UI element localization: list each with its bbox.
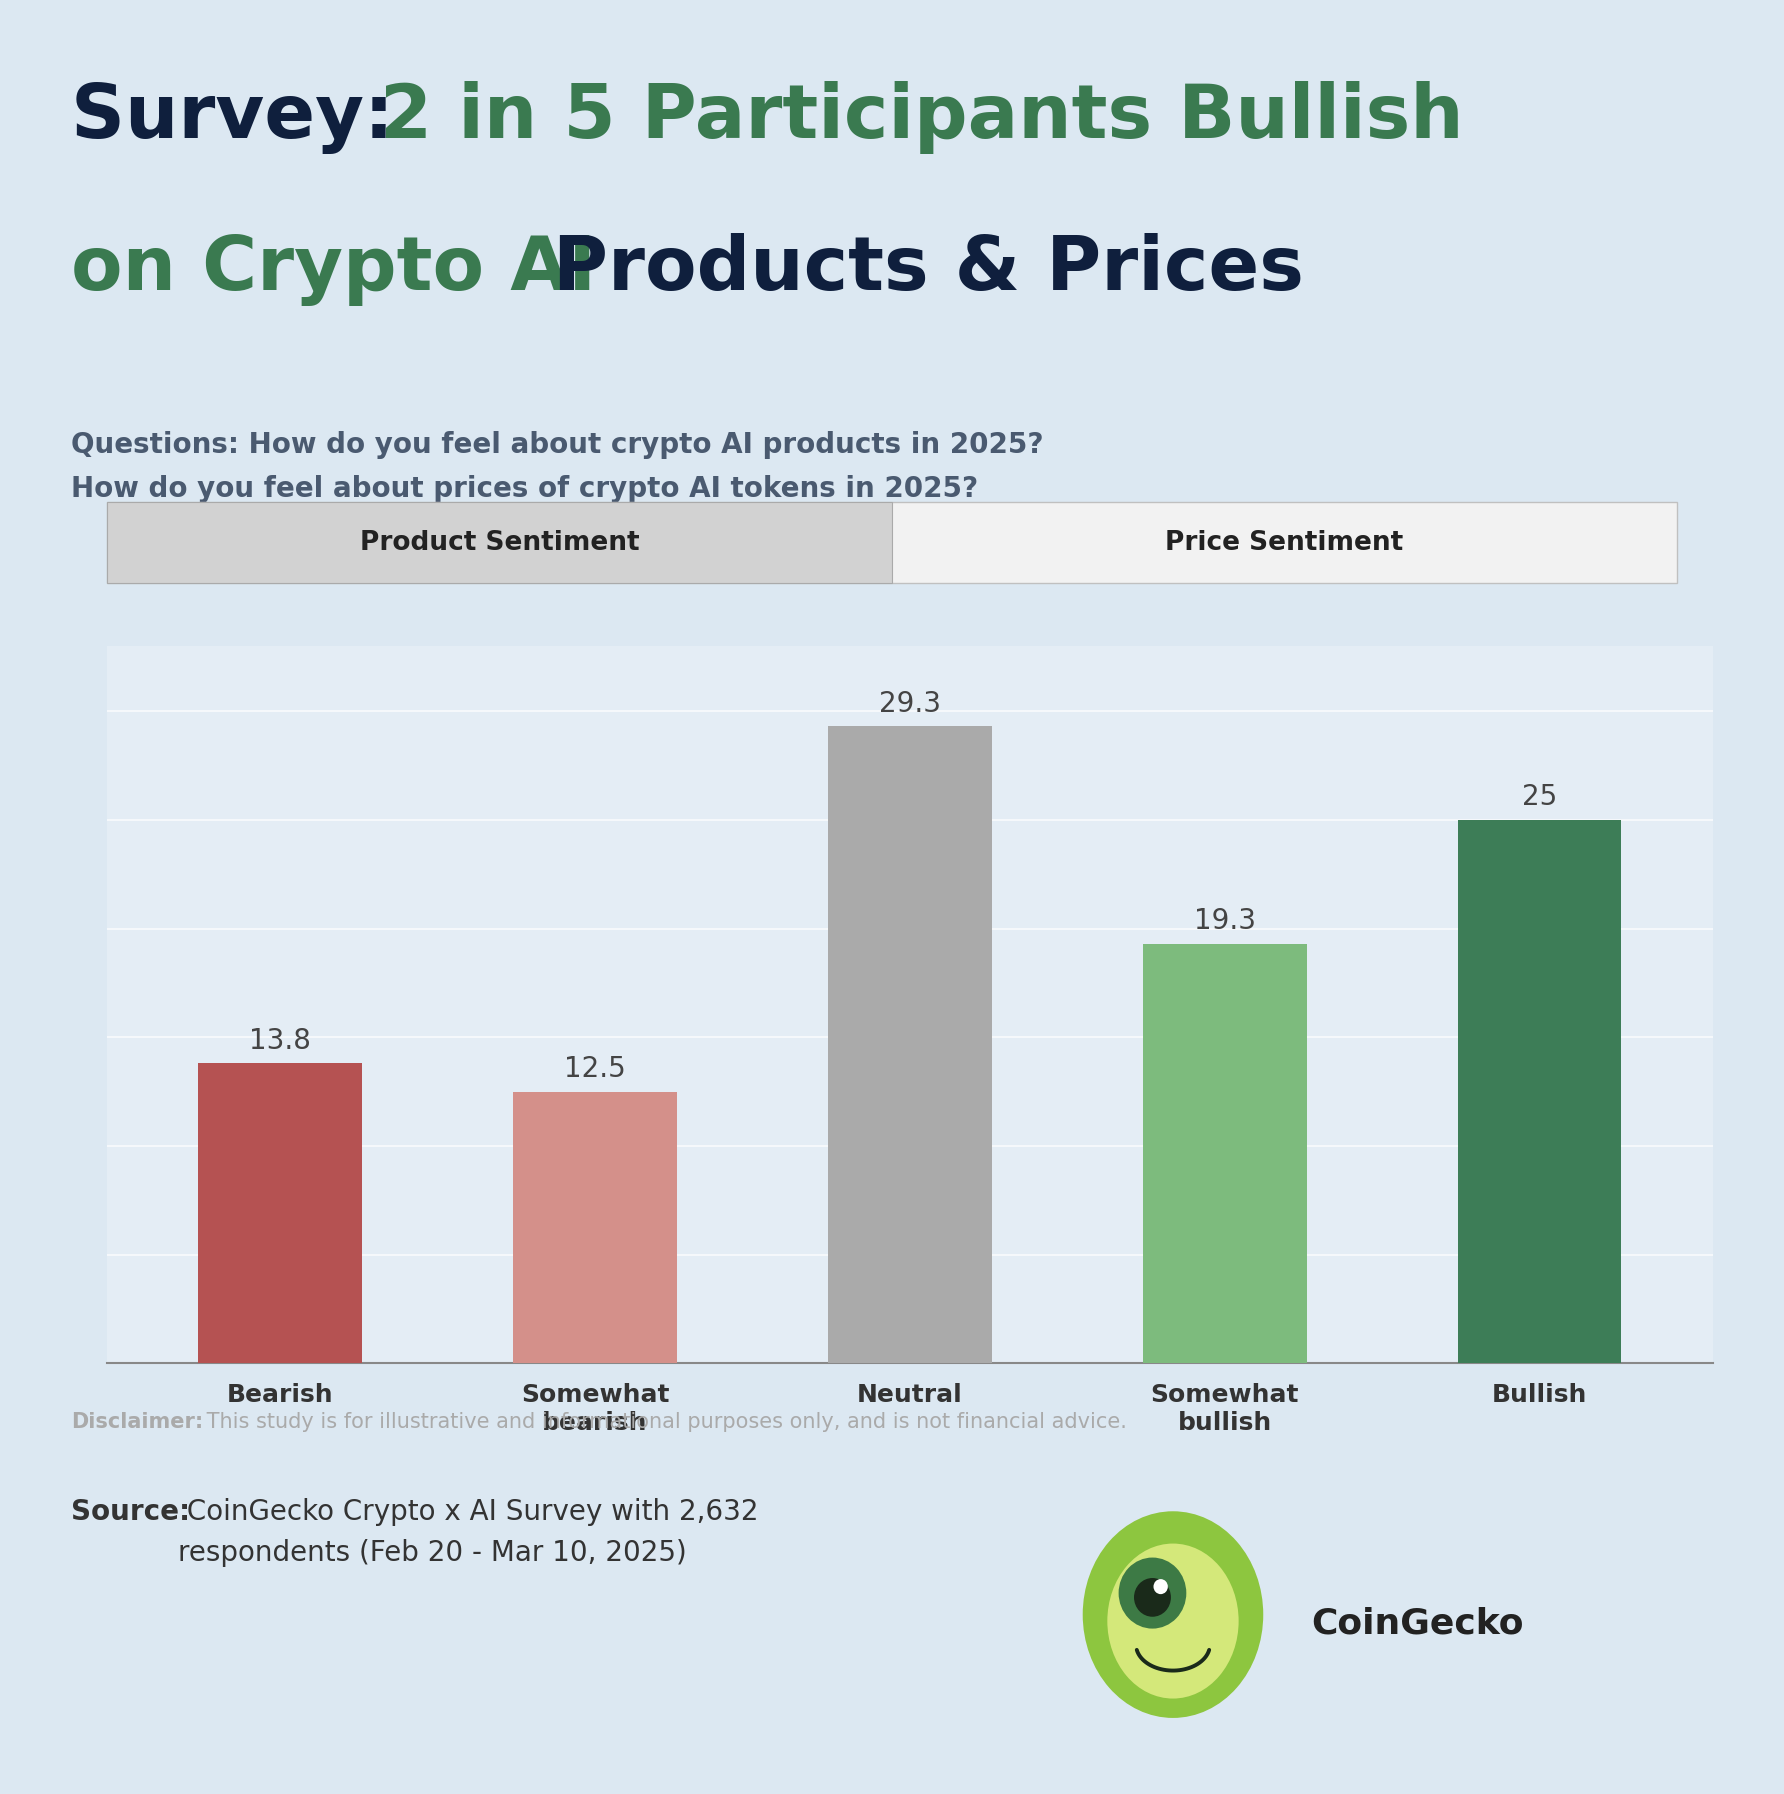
Text: 2 in 5 Participants Bullish: 2 in 5 Participants Bullish (380, 81, 1463, 154)
Ellipse shape (1108, 1543, 1238, 1699)
Text: 25: 25 (1522, 784, 1557, 811)
Bar (198, 1064, 362, 1363)
Text: 29.3: 29.3 (880, 689, 940, 718)
Text: 19.3: 19.3 (1193, 908, 1256, 935)
Text: 13.8: 13.8 (250, 1026, 310, 1055)
Circle shape (1119, 1557, 1186, 1629)
Text: CoinGecko Crypto x AI Survey with 2,632
respondents (Feb 20 - Mar 10, 2025): CoinGecko Crypto x AI Survey with 2,632 … (178, 1498, 758, 1568)
Bar (514, 1091, 676, 1363)
Bar (828, 727, 992, 1363)
Circle shape (1154, 1579, 1169, 1595)
Text: CoinGecko: CoinGecko (1311, 1607, 1524, 1640)
Text: Product Sentiment: Product Sentiment (360, 529, 639, 556)
Text: Source:: Source: (71, 1498, 191, 1527)
Bar (1144, 944, 1306, 1363)
Bar (1458, 820, 1622, 1363)
Text: Survey:: Survey: (71, 81, 421, 154)
Circle shape (1135, 1579, 1170, 1616)
Text: This study is for illustrative and informational purposes only, and is not finan: This study is for illustrative and infor… (200, 1412, 1127, 1432)
Text: Price Sentiment: Price Sentiment (1165, 529, 1404, 556)
Text: Disclaimer:: Disclaimer: (71, 1412, 203, 1432)
Text: on Crypto AI: on Crypto AI (71, 233, 623, 307)
Ellipse shape (1083, 1511, 1263, 1719)
Text: 12.5: 12.5 (564, 1055, 626, 1084)
Text: Questions: How do you feel about crypto AI products in 2025?: Questions: How do you feel about crypto … (71, 431, 1044, 459)
Text: Products & Prices: Products & Prices (553, 233, 1304, 307)
Text: How do you feel about prices of crypto AI tokens in 2025?: How do you feel about prices of crypto A… (71, 475, 978, 504)
